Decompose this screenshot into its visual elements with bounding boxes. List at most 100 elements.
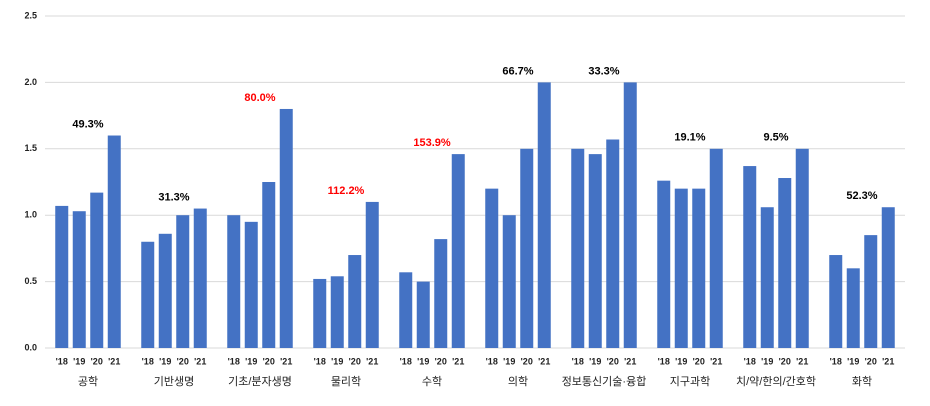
bar (72, 211, 86, 348)
x-sub-label: '21 (108, 356, 120, 366)
bar (692, 188, 706, 348)
x-tick-label: 정보통신기술·융합 (562, 375, 647, 388)
bar (90, 192, 104, 348)
bar (537, 82, 551, 349)
x-sub-label: '18 (830, 356, 842, 366)
x-sub-label: '20 (263, 356, 275, 366)
bar (262, 182, 276, 348)
bar (193, 208, 207, 348)
bar (795, 148, 809, 348)
x-sub-label: '18 (56, 356, 68, 366)
bar (674, 188, 688, 348)
x-sub-label: '19 (245, 356, 257, 366)
x-sub-label: '19 (675, 356, 687, 366)
bar (864, 235, 878, 348)
bar (846, 268, 860, 348)
x-sub-label: '18 (486, 356, 498, 366)
bar (176, 215, 190, 348)
x-sub-label: '18 (142, 356, 154, 366)
x-tick-label: 수학 (422, 375, 442, 388)
annotation: 49.3% (72, 118, 103, 130)
x-sub-label: '21 (624, 356, 636, 366)
bar (829, 255, 843, 348)
x-sub-label: '19 (417, 356, 429, 366)
annotation: 33.3% (588, 65, 619, 77)
x-sub-label: '20 (779, 356, 791, 366)
x-sub-label: '21 (194, 356, 206, 366)
bar (330, 276, 344, 348)
bar (709, 148, 723, 348)
y-tick-label: 2.0 (24, 77, 37, 87)
x-sub-label: '21 (280, 356, 292, 366)
bar (55, 205, 69, 348)
y-tick-label: 0.5 (24, 276, 37, 286)
x-sub-label: '20 (91, 356, 103, 366)
x-sub-label: '19 (761, 356, 773, 366)
bar (760, 207, 774, 348)
annotation: 66.7% (502, 65, 533, 77)
bar (399, 272, 413, 348)
x-tick-label: 화학 (852, 375, 872, 388)
bar (623, 82, 637, 349)
bar (502, 215, 516, 348)
x-tick-label: 기반생명 (154, 375, 194, 388)
x-sub-label: '18 (744, 356, 756, 366)
bar (588, 154, 602, 348)
x-sub-label: '18 (658, 356, 670, 366)
x-sub-label: '18 (228, 356, 240, 366)
bar (416, 281, 430, 348)
bar (451, 154, 465, 348)
bar (107, 135, 121, 348)
annotation: 9.5% (763, 132, 788, 144)
x-sub-label: '19 (159, 356, 171, 366)
x-sub-label: '18 (572, 356, 584, 366)
x-tick-label: 공학 (78, 375, 98, 388)
x-sub-label: '19 (73, 356, 85, 366)
x-tick-label: 기초/분자생명 (228, 375, 292, 388)
bar (485, 188, 499, 348)
bar (434, 239, 448, 348)
bar (244, 221, 258, 348)
x-sub-label: '21 (366, 356, 378, 366)
x-sub-label: '20 (349, 356, 361, 366)
x-sub-label: '19 (847, 356, 859, 366)
annotation: 52.3% (846, 190, 877, 202)
x-sub-label: '18 (400, 356, 412, 366)
x-sub-label: '20 (865, 356, 877, 366)
bar (881, 207, 895, 348)
annotation: 112.2% (328, 185, 365, 197)
x-sub-label: '19 (589, 356, 601, 366)
bar (657, 180, 671, 348)
x-tick-label: 지구과학 (670, 375, 710, 388)
y-tick-label: 0.0 (24, 342, 37, 352)
bar (365, 201, 379, 348)
x-sub-label: '21 (452, 356, 464, 366)
bar (141, 241, 155, 348)
x-sub-label: '20 (521, 356, 533, 366)
bar (520, 148, 534, 348)
bar (348, 255, 362, 348)
x-sub-label: '20 (435, 356, 447, 366)
x-sub-label: '21 (538, 356, 550, 366)
y-tick-label: 2.5 (24, 10, 37, 20)
y-tick-label: 1.5 (24, 143, 37, 153)
x-sub-label: '20 (177, 356, 189, 366)
y-tick-label: 1.0 (24, 210, 37, 220)
annotation: 153.9% (413, 137, 451, 149)
bar (279, 108, 293, 349)
bar (571, 148, 585, 348)
x-sub-label: '20 (693, 356, 705, 366)
x-tick-label: 치/약/한의/간호학 (736, 374, 816, 388)
bar (743, 166, 757, 348)
bar (227, 215, 241, 348)
x-sub-label: '19 (503, 356, 515, 366)
annotation: 19.1% (674, 132, 705, 144)
x-sub-label: '21 (882, 356, 894, 366)
bar (158, 233, 172, 348)
annotation: 31.3% (158, 191, 189, 203)
x-tick-label: 의학 (508, 375, 528, 388)
bar (313, 278, 327, 348)
x-sub-label: '18 (314, 356, 326, 366)
x-sub-label: '21 (710, 356, 722, 366)
